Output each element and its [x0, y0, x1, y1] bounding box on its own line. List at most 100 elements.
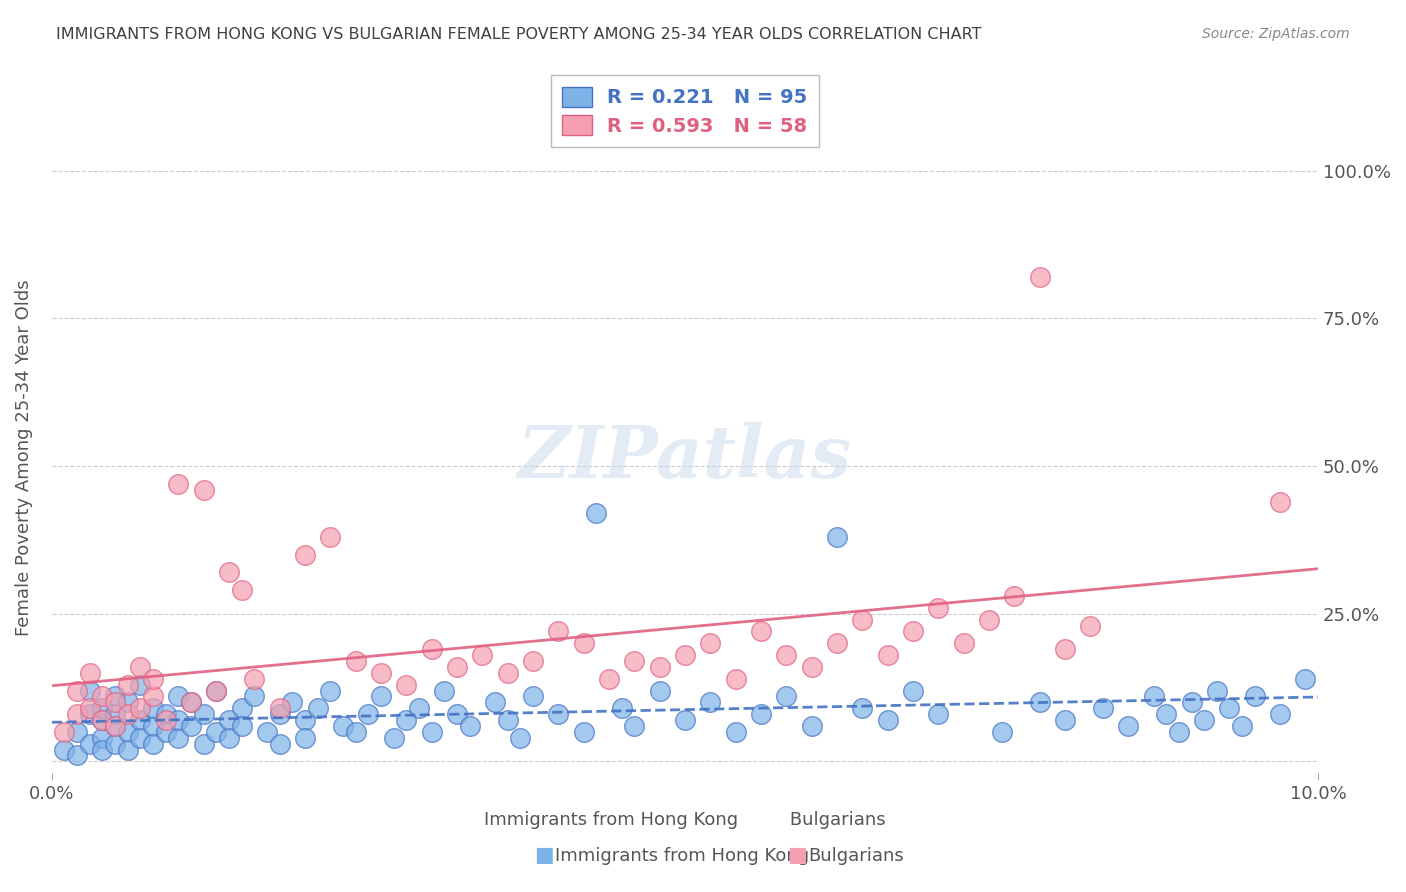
Point [522, 690, 544, 704]
Point [79, 701, 101, 715]
Text: IMMIGRANTS FROM HONG KONG VS BULGARIAN FEMALE POVERTY AMONG 25-34 YEAR OLDS CORR: IMMIGRANTS FROM HONG KONG VS BULGARIAN F… [56, 27, 981, 42]
Point [142, 701, 165, 715]
Point [218, 566, 240, 580]
Point [851, 701, 873, 715]
Point [104, 707, 127, 722]
Point [572, 636, 595, 650]
Point [446, 660, 468, 674]
Point [1180, 695, 1202, 709]
Point [1002, 589, 1025, 603]
Point [876, 713, 898, 727]
Point [269, 701, 291, 715]
Point [243, 690, 266, 704]
Point [155, 724, 177, 739]
Point [142, 690, 165, 704]
Point [129, 701, 152, 715]
Point [547, 707, 569, 722]
Point [218, 731, 240, 745]
Point [433, 683, 456, 698]
Legend: R = 0.221   N = 95, R = 0.593   N = 58: R = 0.221 N = 95, R = 0.593 N = 58 [551, 75, 820, 147]
Point [699, 695, 721, 709]
Point [129, 731, 152, 745]
Point [91, 742, 114, 756]
Y-axis label: Female Poverty Among 25-34 Year Olds: Female Poverty Among 25-34 Year Olds [15, 279, 32, 635]
Point [484, 695, 506, 709]
Point [167, 476, 190, 491]
Point [129, 677, 152, 691]
Point [319, 530, 342, 544]
Point [775, 690, 797, 704]
Point [825, 530, 848, 544]
Point [1028, 695, 1050, 709]
Point [167, 690, 190, 704]
Point [180, 719, 202, 733]
Point [104, 719, 127, 733]
Point [1116, 719, 1139, 733]
Point [205, 683, 228, 698]
Point [205, 724, 228, 739]
Point [598, 672, 620, 686]
Point [1192, 713, 1215, 727]
Point [66, 724, 89, 739]
Point [319, 683, 342, 698]
Point [927, 600, 949, 615]
Point [800, 719, 823, 733]
Point [66, 748, 89, 763]
Point [294, 548, 316, 562]
Point [294, 713, 316, 727]
Point [117, 724, 139, 739]
Point [1154, 707, 1177, 722]
Point [129, 713, 152, 727]
Point [370, 690, 392, 704]
Point [1268, 707, 1291, 722]
Point [104, 737, 127, 751]
Point [952, 636, 974, 650]
Point [1167, 724, 1189, 739]
Point [408, 701, 430, 715]
Point [395, 713, 418, 727]
Text: Source: ZipAtlas.com: Source: ZipAtlas.com [1202, 27, 1350, 41]
Point [117, 695, 139, 709]
Point [648, 683, 671, 698]
Point [724, 672, 747, 686]
Point [1218, 701, 1240, 715]
Point [699, 636, 721, 650]
Text: Bulgarians: Bulgarians [808, 847, 904, 864]
Point [471, 648, 494, 662]
Point [256, 724, 278, 739]
Point [1053, 642, 1076, 657]
Point [344, 724, 367, 739]
Point [231, 719, 253, 733]
Point [79, 737, 101, 751]
Text: ■: ■ [787, 845, 807, 864]
Point [79, 707, 101, 722]
Point [142, 672, 165, 686]
Point [332, 719, 354, 733]
Point [572, 724, 595, 739]
Point [117, 677, 139, 691]
Point [1243, 690, 1265, 704]
Point [825, 636, 848, 650]
Point [294, 731, 316, 745]
Point [91, 713, 114, 727]
Point [1053, 713, 1076, 727]
Point [243, 672, 266, 686]
Point [66, 707, 89, 722]
Point [547, 624, 569, 639]
Point [205, 683, 228, 698]
Point [901, 683, 924, 698]
Point [142, 719, 165, 733]
Point [927, 707, 949, 722]
Point [142, 737, 165, 751]
Point [79, 683, 101, 698]
Point [231, 583, 253, 598]
Text: ZIPatlas: ZIPatlas [517, 422, 852, 492]
Point [749, 624, 772, 639]
Point [117, 742, 139, 756]
Point [851, 613, 873, 627]
Point [458, 719, 481, 733]
Point [231, 701, 253, 715]
Point [91, 731, 114, 745]
Point [155, 713, 177, 727]
Point [496, 713, 519, 727]
